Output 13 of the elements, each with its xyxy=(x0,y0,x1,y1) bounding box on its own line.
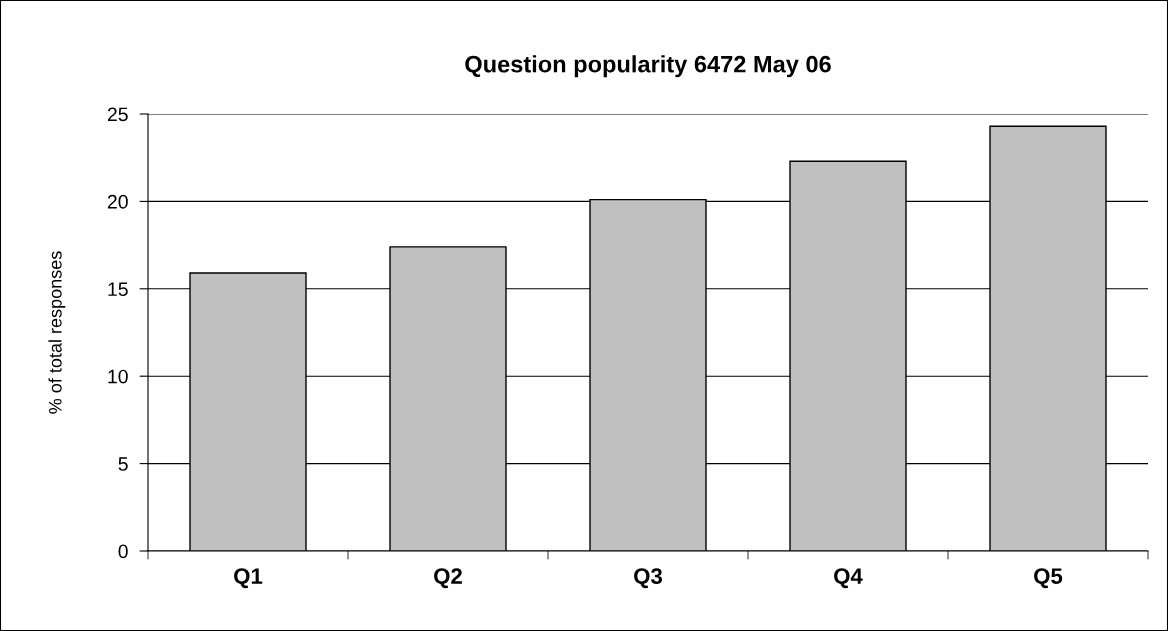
y-tick-label: 20 xyxy=(107,194,128,209)
y-tick-label: 0 xyxy=(118,544,128,559)
x-tick-label: Q2 xyxy=(434,568,462,589)
y-tick-label: 25 xyxy=(107,107,128,122)
chart-title: Question popularity 6472 May 06 xyxy=(465,55,831,78)
x-tick-label: Q1 xyxy=(234,568,263,589)
x-tick-label: Q5 xyxy=(1034,568,1063,589)
y-tick-label: 10 xyxy=(108,369,128,384)
y-axis-title: % of total responses xyxy=(48,251,66,414)
y-tick-label: 5 xyxy=(118,457,128,471)
x-tick-label: Q3 xyxy=(634,568,663,589)
y-tick-label: 15 xyxy=(108,282,128,297)
x-tick-label: Q4 xyxy=(834,568,863,589)
